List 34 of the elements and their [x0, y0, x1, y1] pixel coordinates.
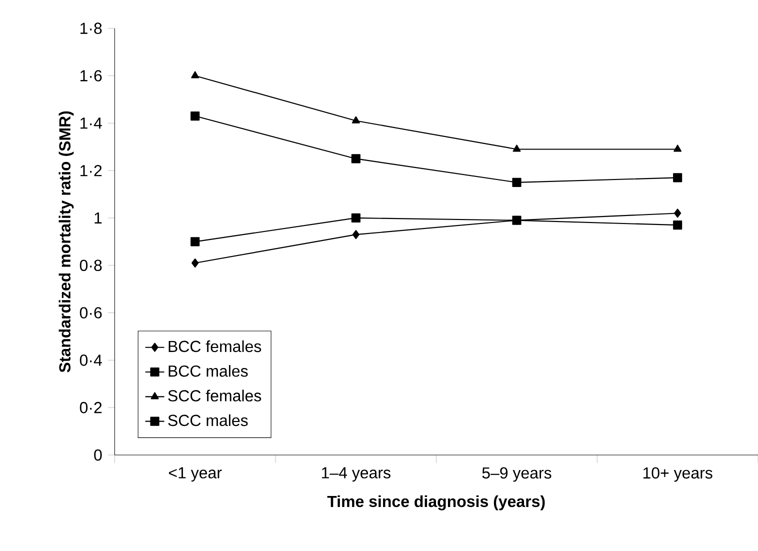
legend-label: BCC males	[168, 365, 248, 377]
legend-label: SCC males	[168, 414, 248, 426]
x-tick-label: 10+ years	[643, 467, 712, 482]
point	[512, 178, 522, 187]
y-axis-title: Standardized mortality ratio (SMR)	[58, 111, 74, 372]
y-tick-label: 1·8	[80, 22, 102, 34]
point	[351, 154, 360, 164]
point	[192, 258, 199, 268]
point	[190, 237, 200, 246]
y-tick-label: 1·6	[80, 70, 102, 82]
point	[673, 220, 682, 230]
x-tick-label: 5–9 years	[482, 467, 552, 482]
point	[190, 112, 200, 121]
point	[674, 144, 682, 152]
y-tick-label: 0·8	[80, 260, 102, 272]
point	[352, 116, 360, 124]
legend-label: BCC females	[168, 340, 262, 352]
legend-label: SCC females	[168, 390, 262, 402]
y-tick-label: 1·2	[80, 164, 102, 176]
point	[351, 213, 360, 222]
point	[512, 144, 521, 152]
x-axis-title: Time since diagnosis (years)	[327, 495, 545, 510]
point	[674, 208, 682, 218]
y-tick-label: 0·4	[80, 354, 102, 366]
y-tick-label: 1	[94, 212, 102, 224]
point	[352, 230, 360, 240]
point	[673, 173, 682, 182]
y-tick-label: 0·6	[80, 307, 102, 318]
point	[191, 71, 200, 78]
x-tick-label: 1–4 years	[322, 467, 390, 482]
y-tick-label: 0·2	[80, 402, 102, 414]
y-tick-label: 0	[94, 449, 102, 461]
y-tick-label: 1·4	[80, 118, 102, 129]
x-tick-label: <1 year	[168, 467, 222, 482]
